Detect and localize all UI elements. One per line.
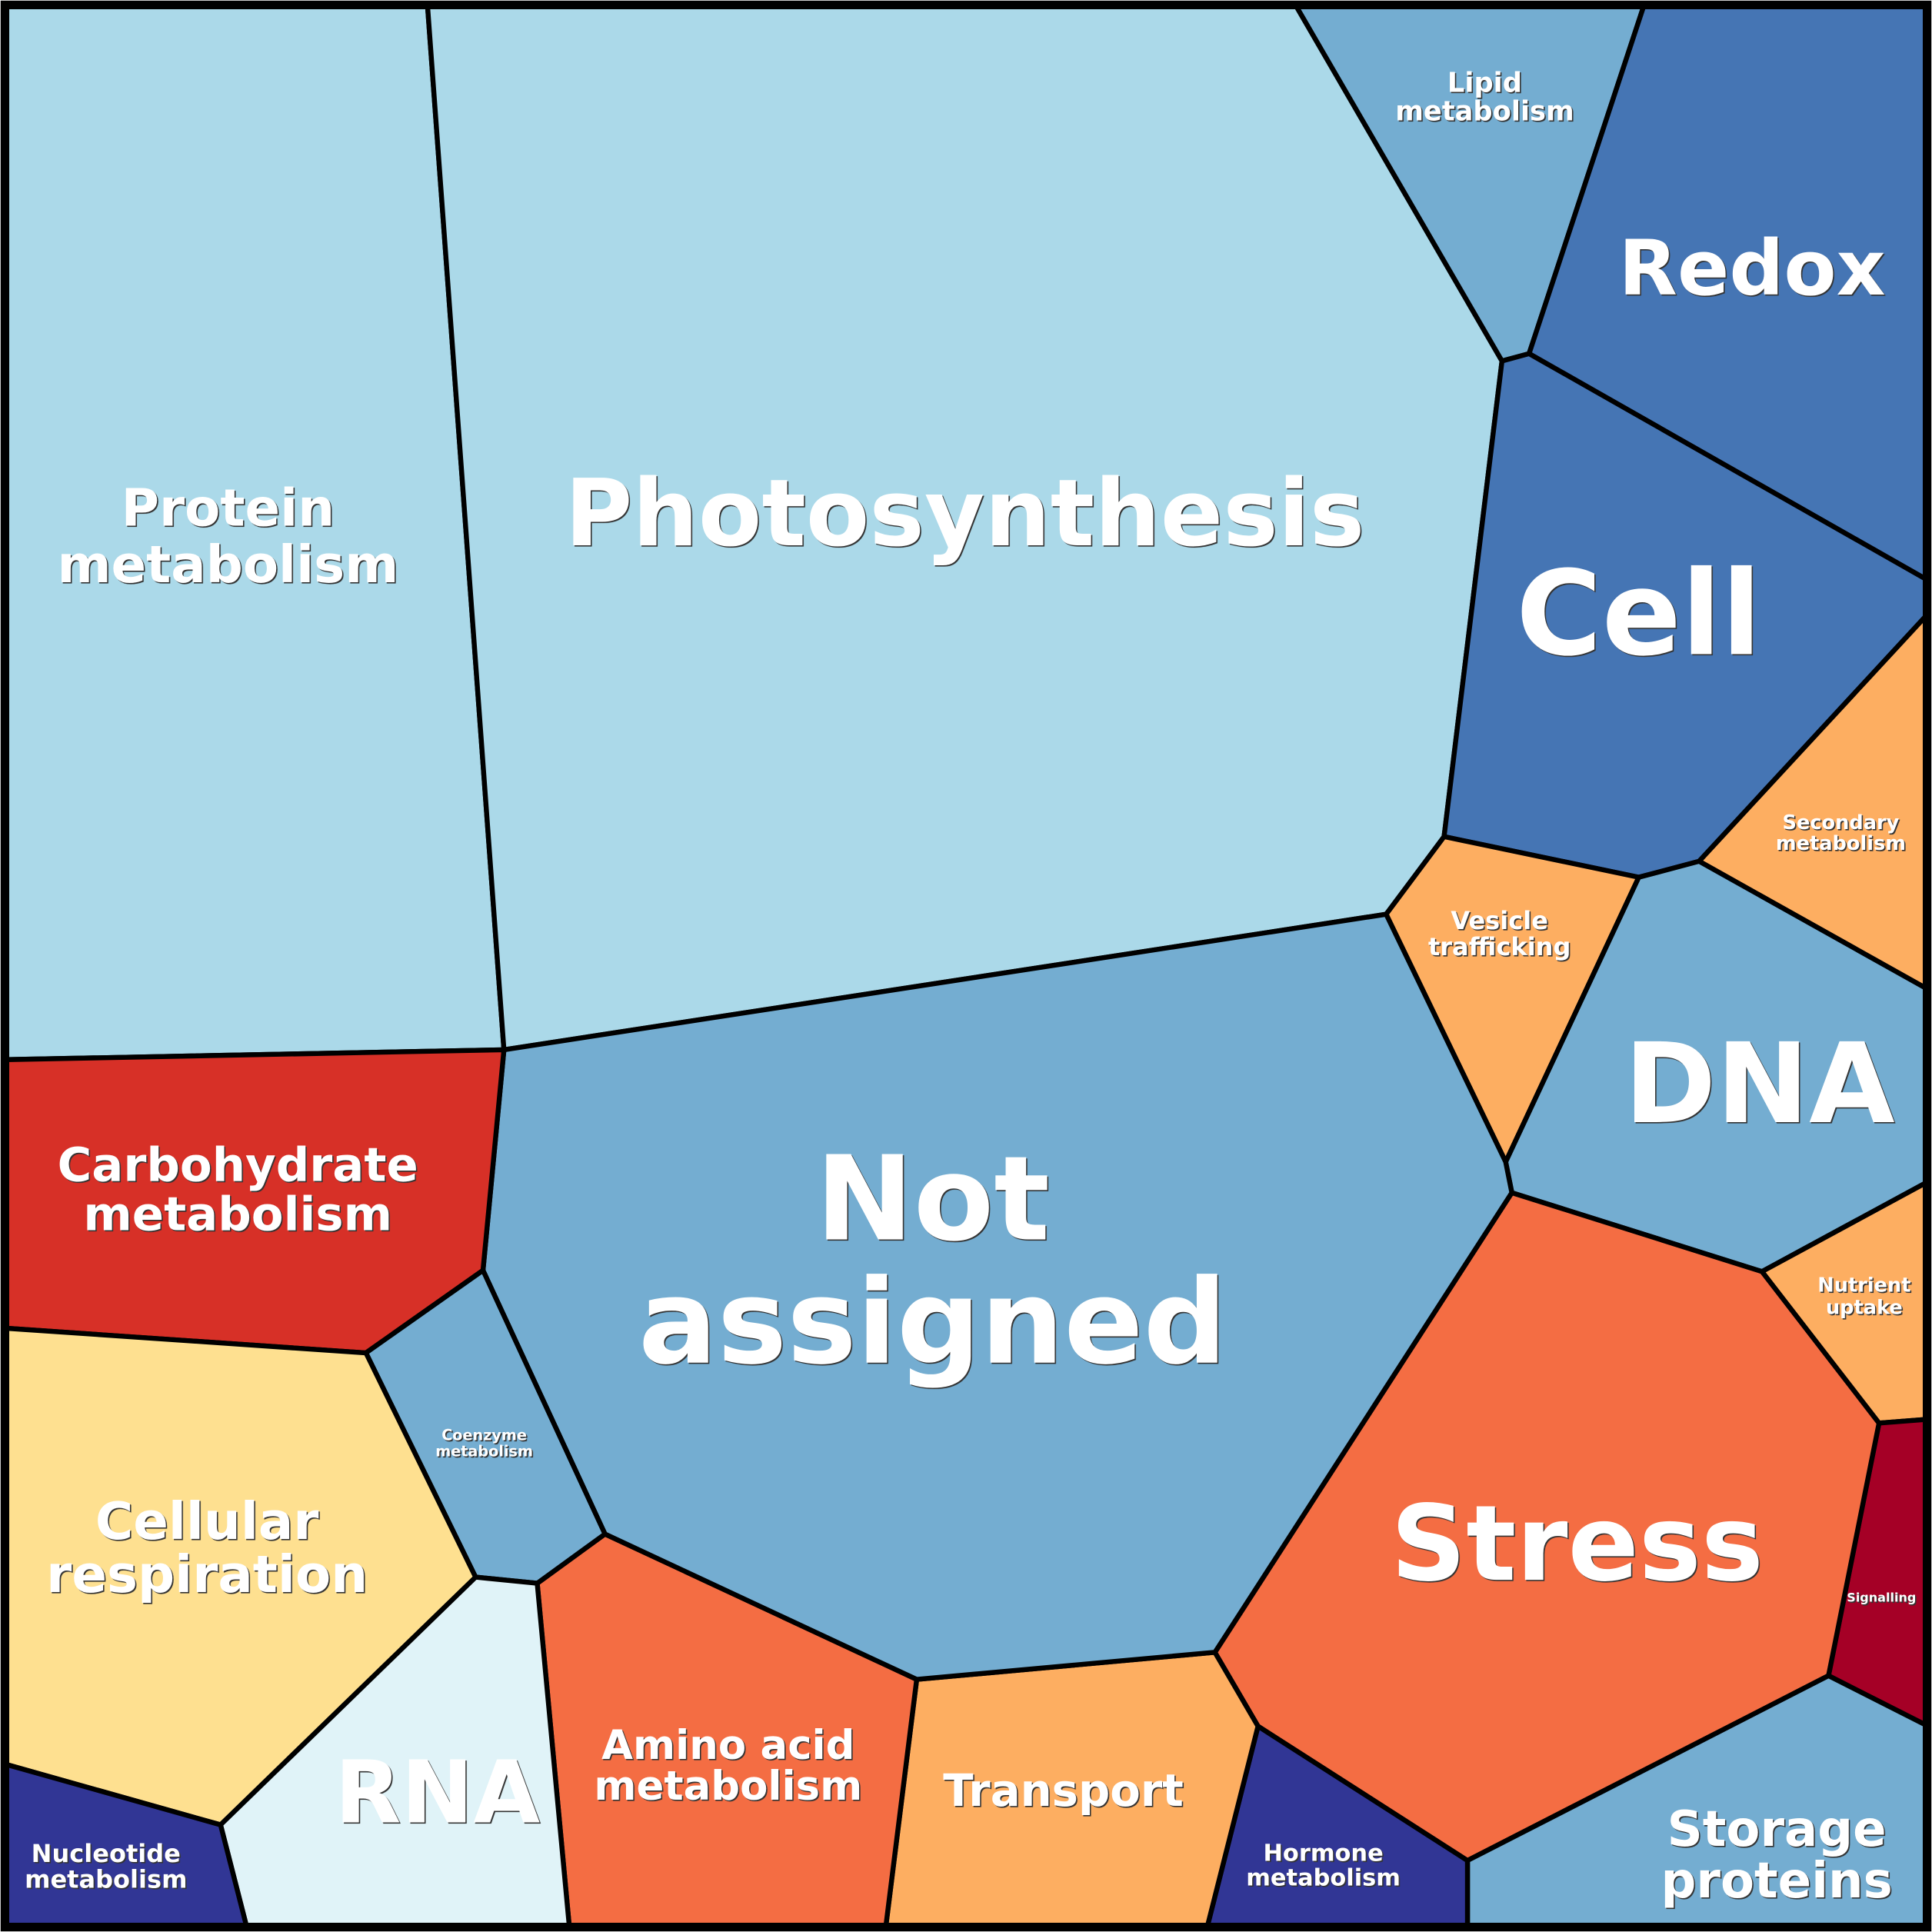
node-label: Secondary	[1783, 811, 1900, 834]
node-label: metabolism	[1776, 832, 1906, 855]
node-label: metabolism	[594, 1763, 862, 1810]
node-label: Transport	[943, 1764, 1184, 1817]
node-label: Cellular	[95, 1491, 319, 1551]
node-label: proteins	[1661, 1853, 1892, 1910]
node-label: Hormone	[1263, 1840, 1383, 1867]
node-label: Signalling	[1847, 1590, 1916, 1604]
node-label: Coenzyme	[441, 1427, 527, 1444]
node-label: metabolism	[57, 535, 398, 595]
node-label: Photosynthesis	[565, 460, 1364, 568]
node-label: metabolism	[1246, 1865, 1401, 1892]
node-label: Protein	[122, 478, 335, 538]
node-label: Storage	[1667, 1801, 1887, 1858]
node-label: DNA	[1624, 1020, 1895, 1149]
node-label: Lipid	[1447, 68, 1522, 99]
cells	[3, 3, 1929, 1929]
node-label: metabolism	[1395, 96, 1574, 128]
node-label: trafficking	[1428, 932, 1571, 961]
node-label: metabolism	[25, 1865, 187, 1894]
node-label: Redox	[1618, 225, 1885, 313]
node-label: metabolism	[83, 1187, 392, 1241]
node-label: Not	[815, 1131, 1050, 1267]
node-label: respiration	[46, 1544, 368, 1604]
node-label: metabolism	[435, 1443, 533, 1461]
node-label: Nucleotide	[32, 1839, 181, 1868]
node-label: Amino acid	[601, 1722, 854, 1769]
node-label: Carbohydrate	[58, 1138, 418, 1192]
node-label: RNA	[335, 1744, 540, 1844]
node-label: Nutrient	[1817, 1274, 1910, 1297]
node-label: Vesicle	[1451, 906, 1548, 935]
node-label: Stress	[1391, 1484, 1764, 1605]
node-label: uptake	[1826, 1296, 1903, 1319]
node-label: Cell	[1516, 546, 1761, 682]
node-label: assigned	[638, 1254, 1227, 1391]
